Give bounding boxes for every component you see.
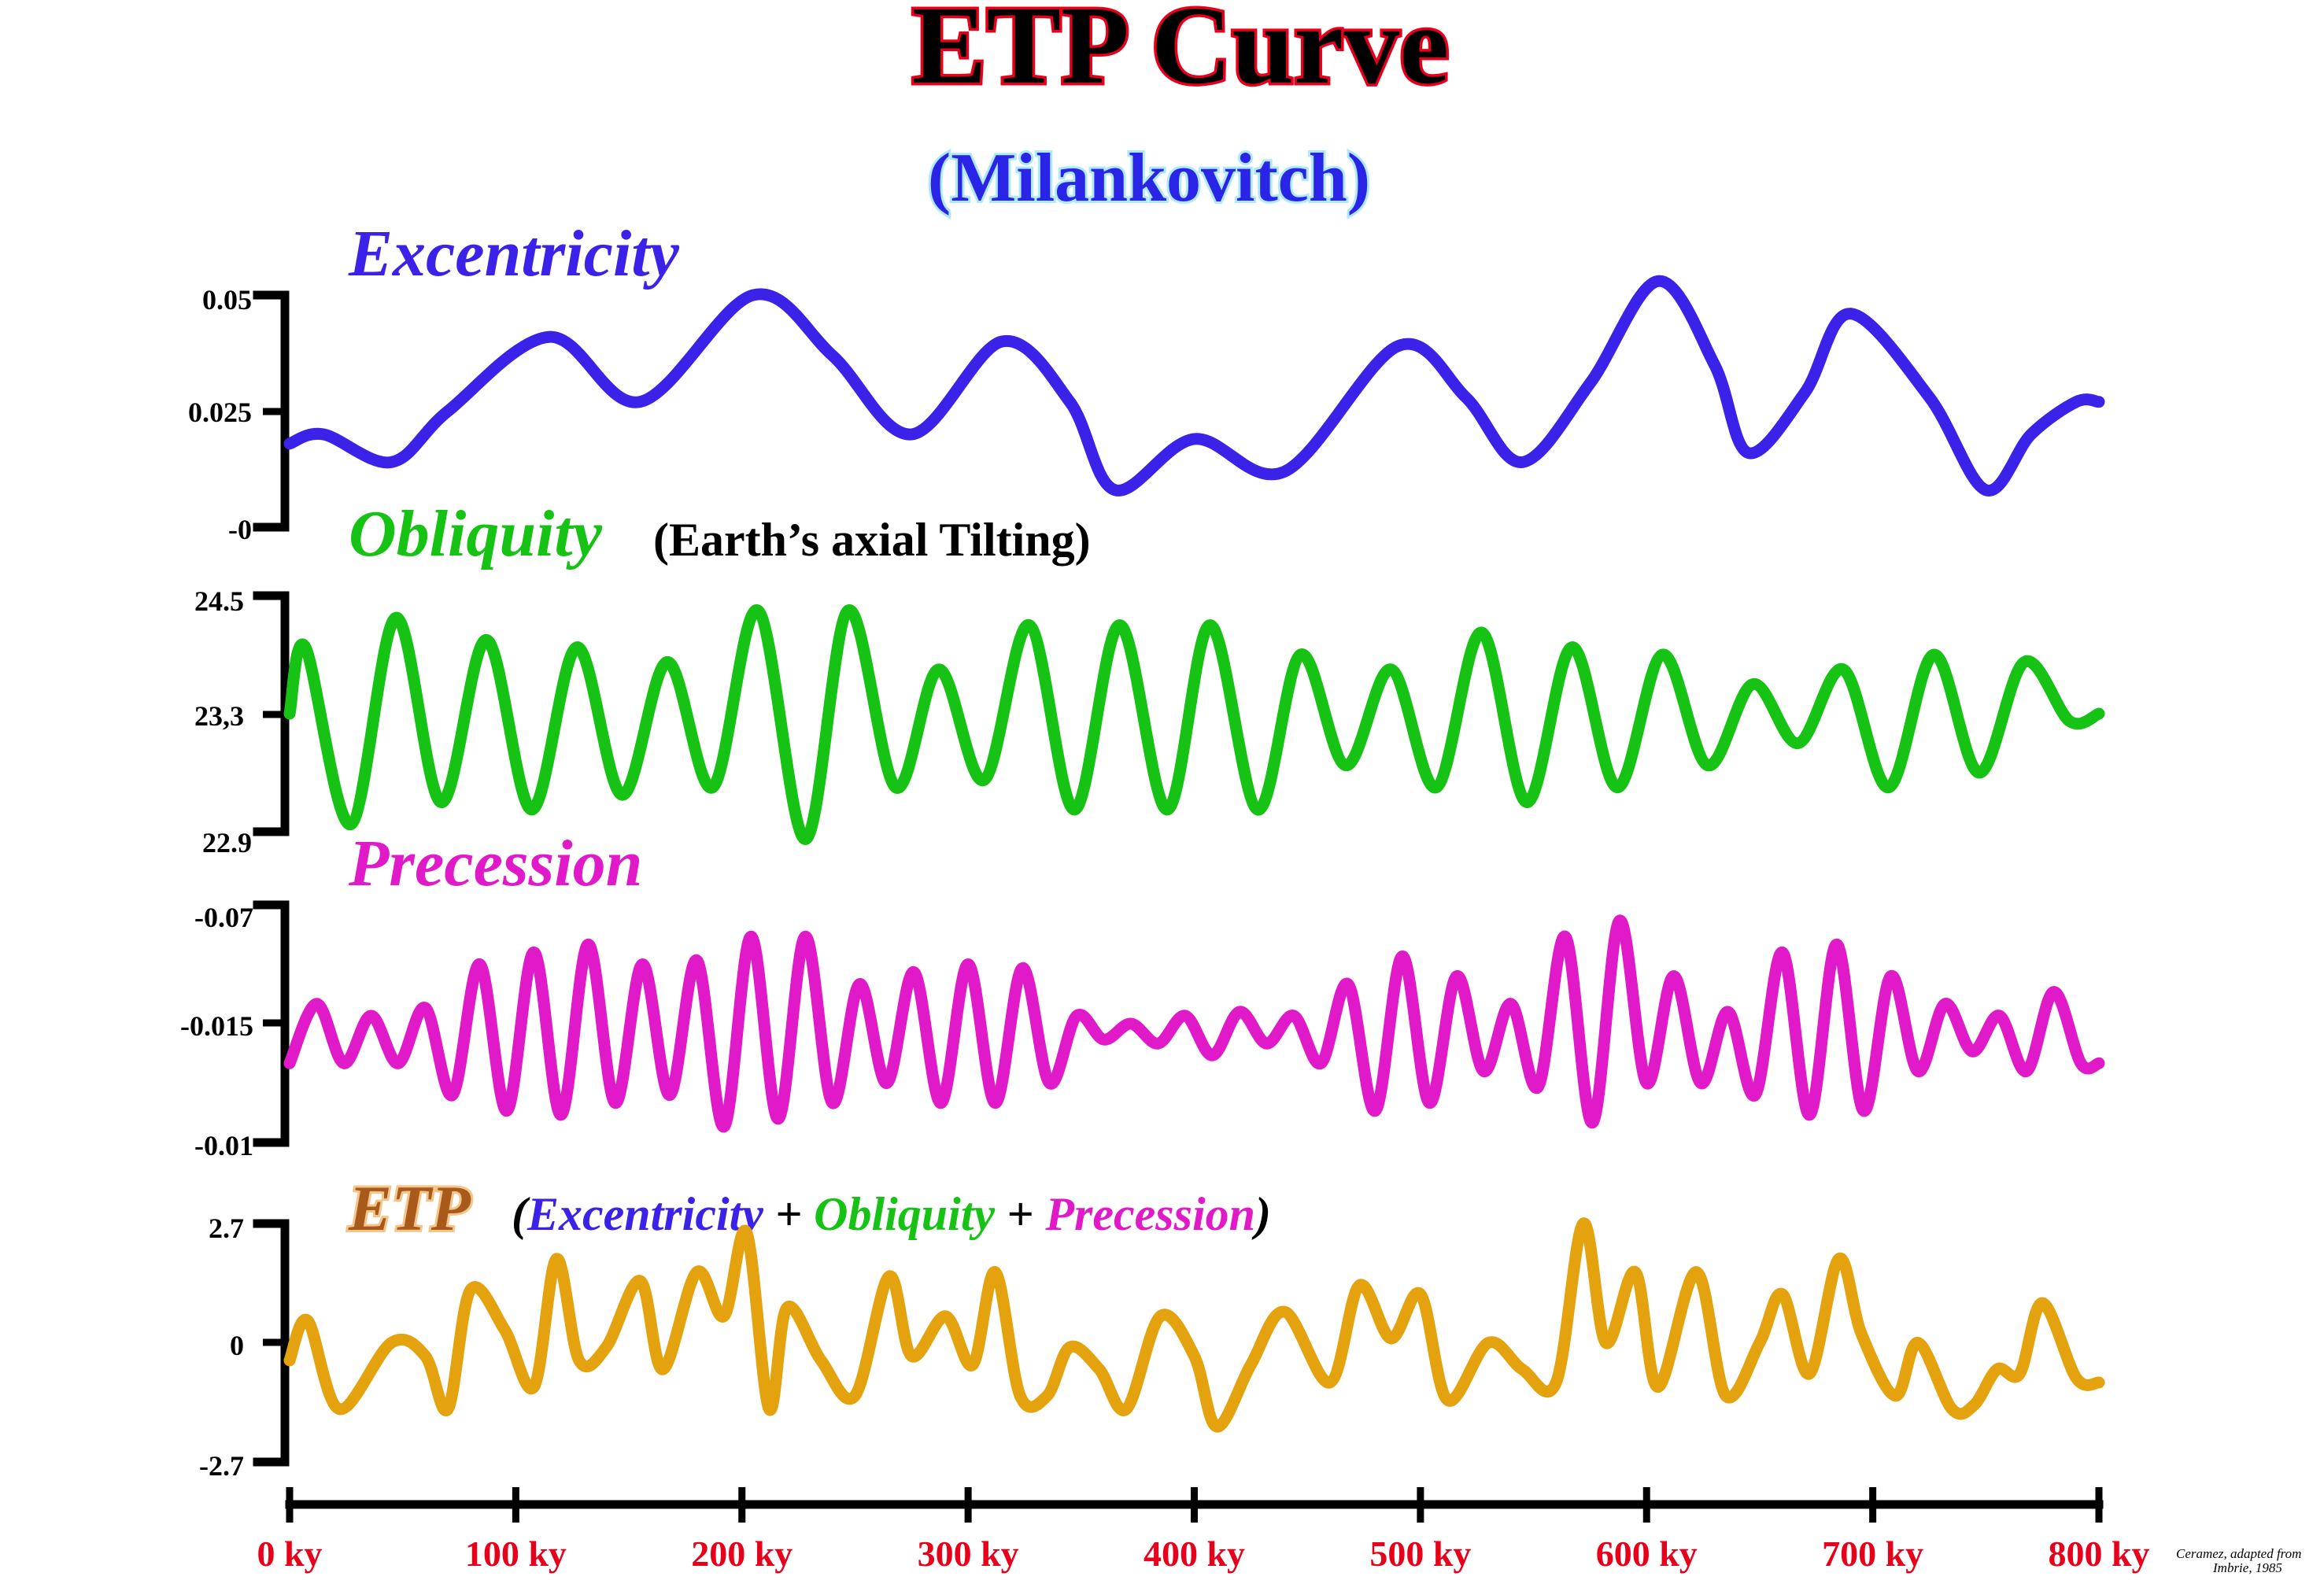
panel-title-obliquity: Obliquity xyxy=(349,497,603,570)
excentricity-curve xyxy=(283,275,2105,497)
chart-subtitle: (Milankovitch) xyxy=(928,140,1370,216)
x-tick-label: 600 ky xyxy=(1596,1534,1698,1574)
panel-title-etp: ETP xyxy=(348,1172,471,1244)
x-axis: 0 ky 100 ky 200 ky 300 ky 400 ky 500 ky 600 ky… xyxy=(257,1487,2150,1574)
x-tick-label: 500 ky xyxy=(1369,1534,1471,1574)
x-tick-label: 700 ky xyxy=(1822,1534,1923,1574)
y-tick-label-excentricity-mid: 0.025 xyxy=(188,397,252,428)
panel-note-obliquity: (Earth’s axial Tilting) xyxy=(653,514,1091,566)
y-tick-label-etp-top: 2.7 xyxy=(209,1213,244,1244)
etp-legend-obliquity: Obliquity xyxy=(814,1188,995,1240)
panel-etp: ETP (Excentricity + Obliquity + Precessi… xyxy=(199,1170,2105,1482)
chart-title: ETP Curve xyxy=(912,0,1449,107)
y-tick-label-excentricity-top: 0.05 xyxy=(202,284,252,316)
y-tick-label-obliquity-top: 24.5 xyxy=(194,585,244,617)
x-tick-label: 100 ky xyxy=(465,1534,567,1574)
x-tick-label: 400 ky xyxy=(1144,1534,1245,1574)
y-tick-label-obliquity-mid: 23,3 xyxy=(194,700,244,732)
credit-line-2: Imbrie, 1985 xyxy=(2212,1560,2282,1575)
y-tick-label-precession-top: -0.07 xyxy=(194,902,253,933)
x-tick-label: 300 ky xyxy=(918,1534,1019,1574)
credit-line-1: Ceramez, adapted from xyxy=(2176,1546,2301,1561)
x-tick-label: 0 ky xyxy=(257,1534,322,1574)
y-tick-label-etp-mid: 0 xyxy=(230,1330,244,1361)
obliquity-curve xyxy=(283,604,2105,845)
panel-precession: Precession -0.07 -0.015 -0.01 xyxy=(180,827,2105,1161)
panel-excentricity: Excentricity 0.05 0.025 -0 xyxy=(188,217,2105,545)
etp-curve xyxy=(283,1217,2105,1433)
panel-title-excentricity: Excentricity xyxy=(348,217,680,290)
y-tick-label-precession-bottom: -0.01 xyxy=(194,1130,253,1161)
panel-title-precession: Precession xyxy=(348,827,642,900)
y-tick-label-obliquity-bottom: 22.9 xyxy=(202,827,252,858)
precession-curve xyxy=(283,914,2105,1133)
y-tick-label-excentricity-bottom: -0 xyxy=(228,514,252,545)
x-tick-label: 800 ky xyxy=(2048,1534,2149,1574)
y-tick-label-precession-mid: -0.015 xyxy=(180,1010,253,1042)
panel-obliquity: Obliquity (Earth’s axial Tilting) 24.5 2… xyxy=(194,497,2105,858)
etp-legend: (Excentricity + Obliquity + Precession) xyxy=(512,1188,1271,1240)
x-tick-label: 200 ky xyxy=(691,1534,793,1574)
etp-legend-excentricity: Excentricity xyxy=(527,1188,763,1240)
y-tick-label-etp-bottom: -2.7 xyxy=(199,1450,244,1482)
etp-legend-precession: Precession xyxy=(1044,1188,1255,1240)
